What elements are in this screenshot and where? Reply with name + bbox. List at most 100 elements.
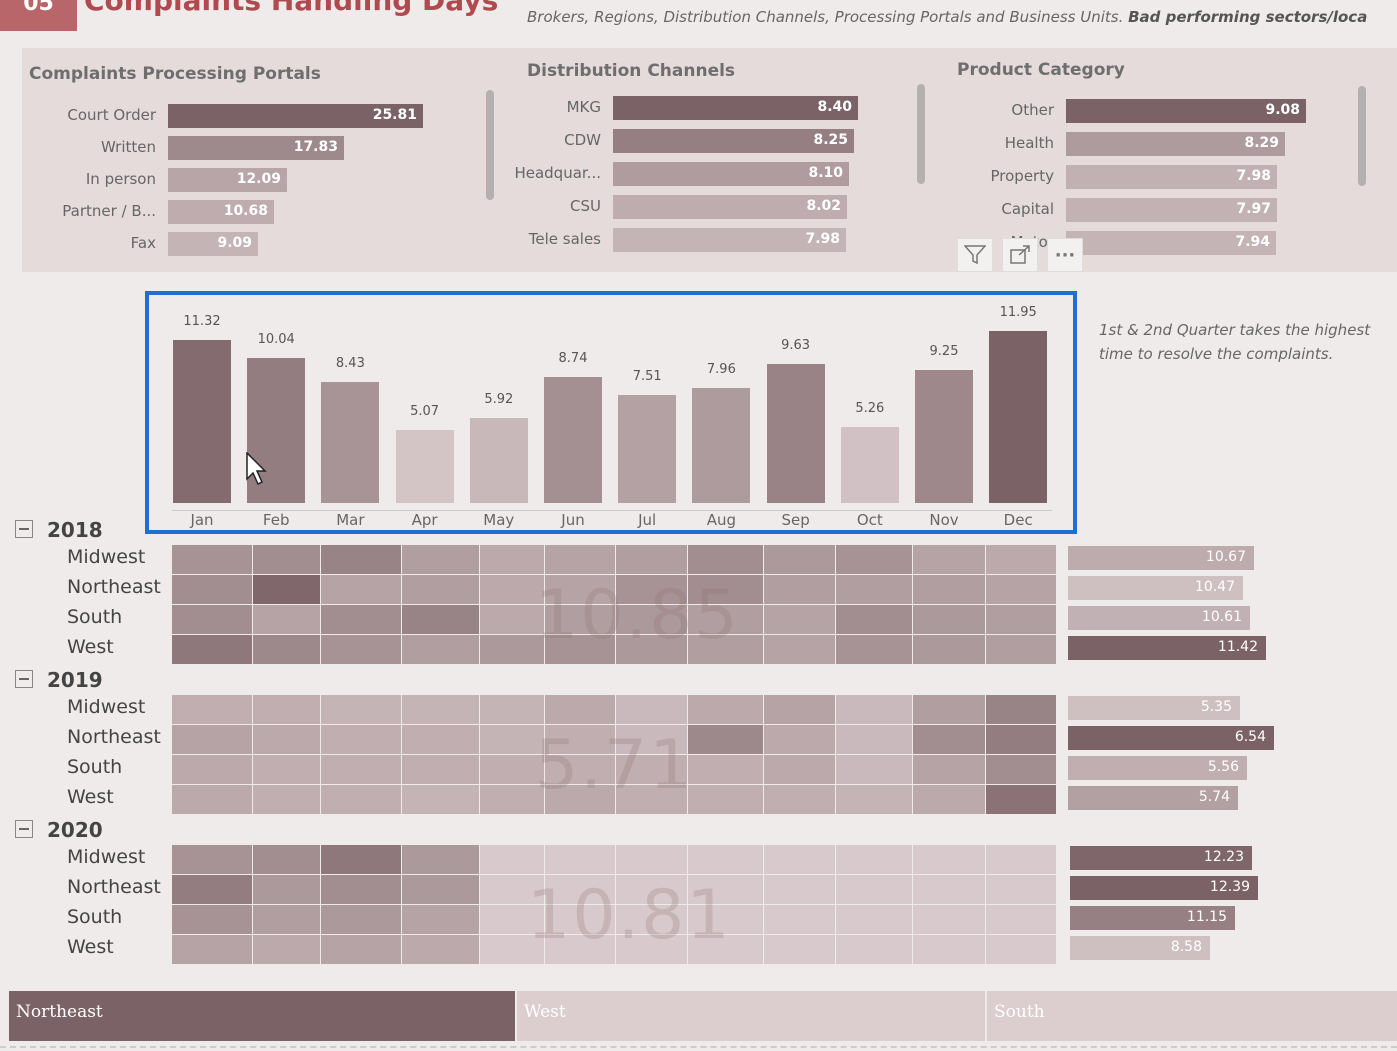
matrix-cell[interactable] xyxy=(402,635,479,664)
matrix-cell[interactable] xyxy=(545,725,615,754)
matrix-cell[interactable] xyxy=(545,545,615,574)
matrix-cell[interactable] xyxy=(402,905,479,934)
matrix-cell[interactable] xyxy=(764,695,835,724)
matrix-cell[interactable] xyxy=(253,635,320,664)
matrix-cell[interactable] xyxy=(913,785,985,814)
column-bar-oct[interactable] xyxy=(840,427,899,503)
matrix-cell[interactable] xyxy=(321,575,401,604)
matrix-cell[interactable] xyxy=(321,695,401,724)
matrix-cell[interactable] xyxy=(545,755,615,784)
matrix-cell[interactable] xyxy=(402,725,479,754)
matrix-cell[interactable] xyxy=(172,875,252,904)
matrix-cell[interactable] xyxy=(836,845,912,874)
column-bar-apr[interactable] xyxy=(395,430,454,503)
focus-mode-icon[interactable] xyxy=(1002,238,1038,272)
matrix-cell[interactable] xyxy=(172,635,252,664)
column-bar-dec[interactable] xyxy=(989,331,1048,503)
matrix-cell[interactable] xyxy=(402,605,479,634)
matrix-cell[interactable] xyxy=(836,725,912,754)
portals-scrollbar[interactable] xyxy=(486,90,494,200)
channels-bar[interactable]: 8.02 xyxy=(613,195,847,219)
matrix-row-total-bar[interactable]: 5.56 xyxy=(1068,756,1247,780)
matrix-cell[interactable] xyxy=(480,755,544,784)
matrix-cell[interactable] xyxy=(986,905,1056,934)
matrix-cell[interactable] xyxy=(253,605,320,634)
matrix-cell[interactable] xyxy=(913,905,985,934)
column-bar-may[interactable] xyxy=(469,417,528,503)
matrix-cell[interactable] xyxy=(545,635,615,664)
matrix-cell[interactable] xyxy=(480,695,544,724)
collapse-toggle-icon[interactable] xyxy=(15,670,33,688)
slicer-item-south[interactable]: South xyxy=(987,991,1397,1041)
matrix-cell[interactable] xyxy=(172,605,252,634)
channels-bar[interactable]: 8.40 xyxy=(613,96,858,120)
portals-bar[interactable]: 10.68 xyxy=(168,200,274,224)
matrix-cell[interactable] xyxy=(836,755,912,784)
column-bar-aug[interactable] xyxy=(692,388,751,503)
column-bar-jan[interactable] xyxy=(173,340,231,503)
matrix-cell[interactable] xyxy=(913,935,985,964)
matrix-cell[interactable] xyxy=(986,785,1056,814)
matrix-cell[interactable] xyxy=(836,575,912,604)
matrix-cell[interactable] xyxy=(402,755,479,784)
matrix-cell[interactable] xyxy=(688,785,763,814)
matrix-cell[interactable] xyxy=(836,905,912,934)
matrix-cell[interactable] xyxy=(688,845,763,874)
matrix-row-total-bar[interactable]: 6.54 xyxy=(1068,726,1274,750)
matrix-cell[interactable] xyxy=(986,545,1056,574)
matrix-cell[interactable] xyxy=(172,785,252,814)
matrix-cell[interactable] xyxy=(764,905,835,934)
matrix-cell[interactable] xyxy=(688,905,763,934)
column-bar-nov[interactable] xyxy=(915,369,973,503)
matrix-cell[interactable] xyxy=(172,755,252,784)
matrix-cell[interactable] xyxy=(616,695,687,724)
column-bar-sep[interactable] xyxy=(766,364,825,503)
matrix-row-total-bar[interactable]: 12.39 xyxy=(1070,876,1258,900)
product-bar[interactable]: 7.98 xyxy=(1066,165,1277,189)
product-bar[interactable]: 7.97 xyxy=(1066,198,1277,222)
matrix-cell[interactable] xyxy=(253,845,320,874)
matrix-cell[interactable] xyxy=(321,785,401,814)
matrix-cell[interactable] xyxy=(321,905,401,934)
matrix-cell[interactable] xyxy=(253,875,320,904)
matrix-cell[interactable] xyxy=(321,755,401,784)
matrix-row-total-bar[interactable]: 10.61 xyxy=(1068,606,1250,630)
matrix-cell[interactable] xyxy=(986,605,1056,634)
matrix-cell[interactable] xyxy=(545,695,615,724)
matrix-cell[interactable] xyxy=(253,755,320,784)
matrix-cell[interactable] xyxy=(402,545,479,574)
matrix-cell[interactable] xyxy=(986,935,1056,964)
matrix-cell[interactable] xyxy=(764,605,835,634)
product-bar[interactable]: 8.29 xyxy=(1066,132,1285,156)
matrix-cell[interactable] xyxy=(480,785,544,814)
matrix-cell[interactable] xyxy=(836,875,912,904)
matrix-cell[interactable] xyxy=(616,845,687,874)
matrix-cell[interactable] xyxy=(480,725,544,754)
matrix-cell[interactable] xyxy=(688,725,763,754)
portals-bar[interactable]: 9.09 xyxy=(168,232,258,256)
matrix-cell[interactable] xyxy=(253,575,320,604)
collapse-toggle-icon[interactable] xyxy=(15,520,33,538)
matrix-row-total-bar[interactable]: 5.74 xyxy=(1068,786,1238,810)
matrix-cell[interactable] xyxy=(836,935,912,964)
matrix-cell[interactable] xyxy=(913,725,985,754)
matrix-row-total-bar[interactable]: 10.67 xyxy=(1068,546,1254,570)
matrix-year-row-2020[interactable]: 2020 xyxy=(15,818,103,842)
matrix-cell[interactable] xyxy=(836,695,912,724)
matrix-cell[interactable] xyxy=(616,785,687,814)
matrix-cell[interactable] xyxy=(688,635,763,664)
column-bar-mar[interactable] xyxy=(321,381,380,503)
matrix-row-total-bar[interactable]: 8.58 xyxy=(1070,936,1210,960)
matrix-cell[interactable] xyxy=(253,725,320,754)
matrix-cell[interactable] xyxy=(764,635,835,664)
matrix-cell[interactable] xyxy=(688,545,763,574)
matrix-cell[interactable] xyxy=(913,575,985,604)
column-bar-jul[interactable] xyxy=(618,394,677,503)
matrix-cell[interactable] xyxy=(253,545,320,574)
matrix-cell[interactable] xyxy=(253,935,320,964)
matrix-cell[interactable] xyxy=(616,635,687,664)
matrix-cell[interactable] xyxy=(986,755,1056,784)
matrix-cell[interactable] xyxy=(480,545,544,574)
matrix-cell[interactable] xyxy=(545,605,615,634)
channels-bar[interactable]: 8.10 xyxy=(613,162,849,186)
